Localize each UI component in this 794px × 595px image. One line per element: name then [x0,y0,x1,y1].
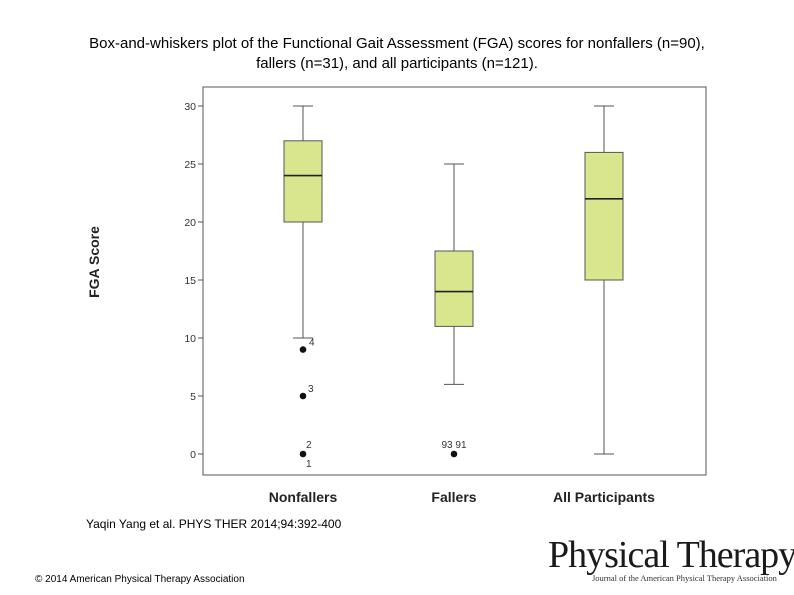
y-tick-label: 25 [184,159,196,171]
outlier-label: 93 91 [441,440,466,451]
journal-logo-tagline: Journal of the American Physical Therapy… [592,573,777,583]
plot-frame [202,86,707,476]
figure-title-line-2: fallers (n=31), and all participants (n=… [256,55,538,72]
y-tick-label: 15 [184,275,196,287]
figure-title-line-1: Box-and-whiskers plot of the Functional … [89,35,705,52]
y-tick-label: 20 [184,217,196,229]
iqr-box [434,250,474,327]
x-category-label: Nonfallers [269,489,338,505]
y-tick-label: 5 [190,391,196,403]
iqr-box [283,140,323,223]
copyright: © 2014 American Physical Therapy Associa… [35,574,245,585]
x-category-label: Fallers [431,489,476,505]
outlier-label: 3 [308,384,314,395]
x-category-label: All Participants [553,489,655,505]
iqr-box [584,151,624,281]
journal-logo: Physical Therapy Journal of the American… [548,533,794,589]
outlier-label: 1 [306,459,312,470]
outlier-label: 2 [306,440,312,451]
outlier-point [299,346,307,353]
journal-logo-name: Physical Therapy [548,534,794,576]
figure-title: Box-and-whiskers plot of the Functional … [20,34,774,74]
outlier-label: 4 [309,338,315,349]
y-tick-label: 10 [184,333,196,345]
citation: Yaqin Yang et al. PHYS THER 2014;94:392-… [86,517,342,531]
outlier-point [450,450,458,458]
y-axis-label: FGA Score [86,226,102,298]
outlier-point [299,392,307,400]
y-tick-label: 0 [190,449,196,461]
outlier-point [299,450,307,458]
y-tick-label: 30 [184,101,196,113]
